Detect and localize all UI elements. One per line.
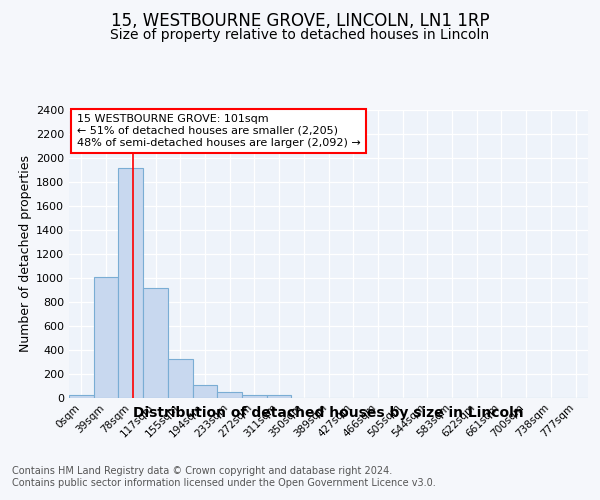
Bar	[193, 385, 217, 398]
Text: Size of property relative to detached houses in Lincoln: Size of property relative to detached ho…	[110, 28, 490, 42]
Text: 15 WESTBOURNE GROVE: 101sqm
← 51% of detached houses are smaller (2,205)
48% of : 15 WESTBOURNE GROVE: 101sqm ← 51% of det…	[77, 114, 361, 148]
Bar	[143, 288, 168, 398]
Bar	[217, 392, 242, 398]
Bar	[118, 168, 143, 398]
Text: Distribution of detached houses by size in Lincoln: Distribution of detached houses by size …	[133, 406, 524, 420]
Bar	[242, 394, 267, 398]
Bar	[94, 276, 118, 398]
Bar	[168, 359, 193, 398]
Text: 15, WESTBOURNE GROVE, LINCOLN, LN1 1RP: 15, WESTBOURNE GROVE, LINCOLN, LN1 1RP	[110, 12, 490, 30]
Y-axis label: Number of detached properties: Number of detached properties	[19, 155, 32, 352]
Text: Contains public sector information licensed under the Open Government Licence v3: Contains public sector information licen…	[12, 478, 436, 488]
Bar	[267, 395, 292, 398]
Text: Contains HM Land Registry data © Crown copyright and database right 2024.: Contains HM Land Registry data © Crown c…	[12, 466, 392, 476]
Bar	[69, 395, 94, 398]
